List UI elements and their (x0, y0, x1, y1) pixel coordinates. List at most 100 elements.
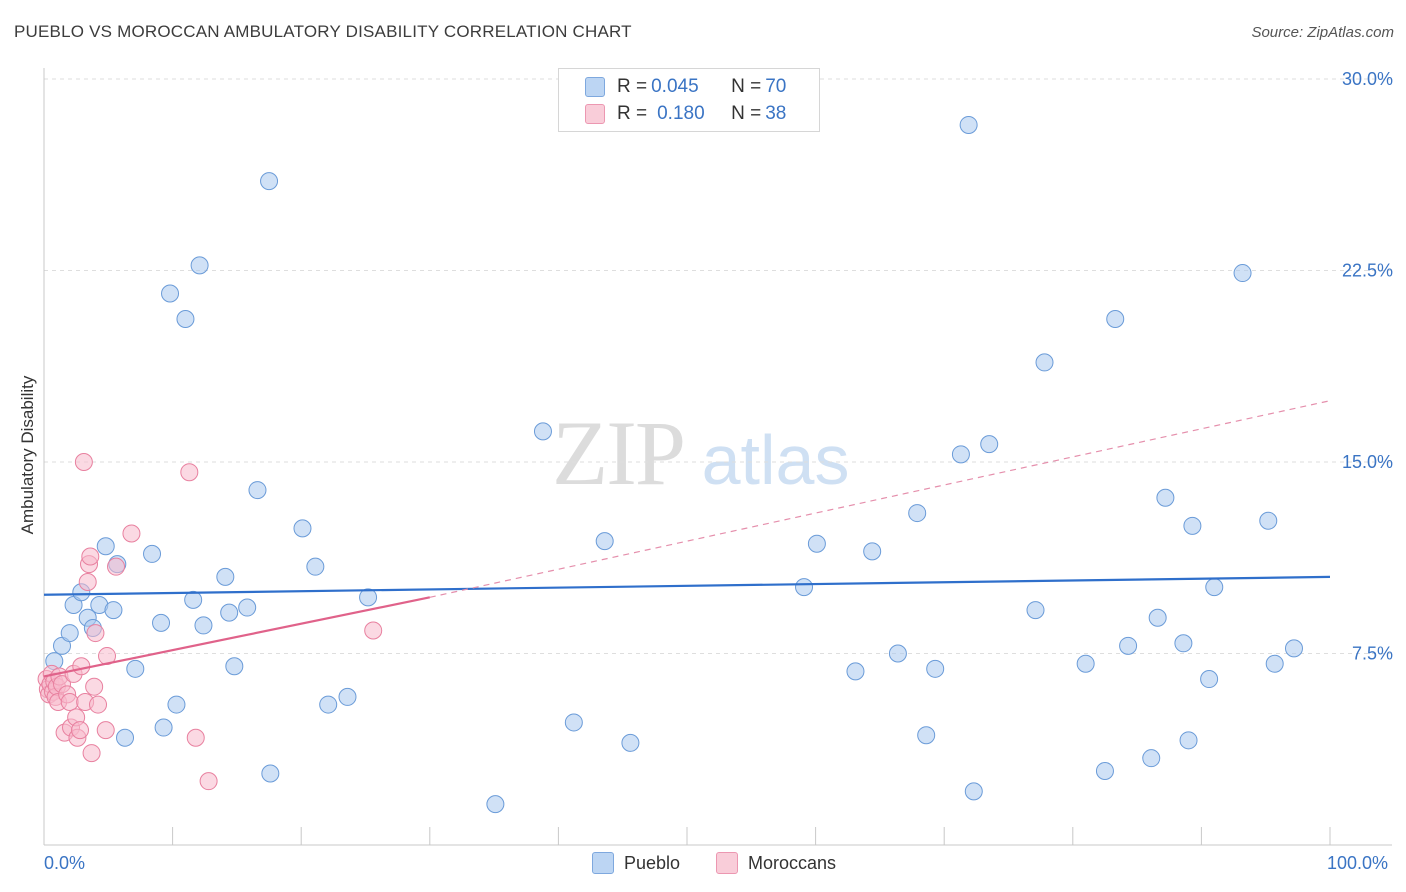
trend-line-extension (429, 400, 1331, 598)
data-point-moroccans (86, 624, 105, 643)
y-tick-label: 30.0% (1342, 69, 1393, 89)
data-point-pueblo (964, 782, 983, 801)
data-point-pueblo (238, 598, 257, 617)
data-point-pueblo (176, 310, 195, 329)
data-point-pueblo (152, 613, 171, 632)
data-point-pueblo (1095, 761, 1114, 780)
data-point-pueblo (1200, 670, 1219, 689)
data-point-pueblo (190, 256, 209, 275)
data-point-pueblo (126, 659, 145, 678)
watermark: ZIP atlas (552, 400, 849, 506)
legend-n-label: N = (731, 76, 762, 97)
correlation-legend: R = 0.045 N = 70 R = 0.180 N = 38 (558, 68, 820, 132)
data-point-pueblo (1233, 264, 1252, 283)
data-point-pueblo (260, 172, 279, 191)
data-point-moroccans (186, 728, 205, 747)
data-point-moroccans (199, 772, 218, 791)
data-point-pueblo (359, 588, 378, 607)
data-point-pueblo (248, 481, 267, 500)
data-point-pueblo (293, 519, 312, 538)
series-legend-label: Moroccans (748, 852, 837, 873)
data-point-pueblo (96, 537, 115, 556)
data-point-pueblo (60, 624, 79, 643)
x-tick-label-min: 0.0% (44, 853, 86, 873)
legend-swatch-pueblo (585, 77, 605, 97)
data-point-pueblo (154, 718, 173, 737)
data-point-pueblo (951, 445, 970, 464)
data-point-pueblo (1106, 310, 1125, 329)
series-swatch-pueblo (592, 852, 614, 874)
data-point-pueblo (959, 115, 978, 134)
series-legend-moroccans: Moroccans (716, 852, 836, 874)
data-point-pueblo (143, 544, 162, 563)
data-point-pueblo (1156, 488, 1175, 507)
data-point-pueblo (306, 557, 325, 576)
data-point-pueblo (807, 534, 826, 553)
chart-title: PUEBLO VS MOROCCAN AMBULATORY DISABILITY… (14, 22, 632, 41)
x-tick-label-max: 100.0% (1327, 853, 1389, 873)
legend-r-value: 0.180 (657, 103, 705, 124)
data-point-moroccans (96, 721, 115, 740)
data-point-pueblo (846, 662, 865, 681)
data-point-moroccans (74, 453, 93, 471)
data-point-pueblo (1148, 608, 1167, 627)
data-point-pueblo (167, 695, 186, 714)
data-point-pueblo (1205, 578, 1224, 597)
data-point-pueblo (319, 695, 338, 714)
series-legend-pueblo: Pueblo (592, 852, 680, 874)
legend-row-moroccans: R = 0.180 N = 38 (585, 102, 786, 126)
data-point-moroccans (89, 695, 108, 714)
legend-row-pueblo: R = 0.045 N = 70 (585, 75, 786, 99)
legend-r-value: 0.045 (651, 76, 699, 97)
watermark-zip: ZIP (552, 402, 683, 504)
series-legend-label: Pueblo (624, 852, 681, 873)
data-point-pueblo (104, 601, 123, 620)
trend-line-moroccans (43, 596, 431, 678)
y-tick-label: 7.5% (1352, 644, 1393, 664)
series-legend: Pueblo Moroccans (0, 852, 1406, 878)
legend-n-label: N = (731, 103, 762, 124)
data-point-pueblo (795, 578, 814, 597)
data-point-pueblo (1076, 654, 1095, 673)
data-point-pueblo (486, 795, 505, 814)
trend-line-pueblo (43, 575, 1331, 596)
data-point-moroccans (72, 657, 91, 676)
data-point-pueblo (980, 435, 999, 454)
data-point-moroccans (81, 547, 100, 566)
legend-swatch-moroccans (585, 104, 605, 124)
data-point-moroccans (122, 524, 141, 543)
legend-n-value: 38 (765, 103, 787, 124)
data-point-pueblo (1183, 516, 1202, 535)
y-tick-label: 22.5% (1342, 261, 1393, 281)
data-point-pueblo (1179, 731, 1198, 750)
data-point-pueblo (1259, 511, 1278, 530)
source-label: Source: ZipAtlas.com (1251, 24, 1394, 41)
data-point-pueblo (888, 644, 907, 663)
legend-r-label: R = (617, 103, 648, 124)
data-point-pueblo (261, 764, 280, 783)
data-point-pueblo (194, 616, 213, 635)
series-swatch-moroccans (716, 852, 738, 874)
data-point-moroccans (364, 621, 383, 640)
data-point-pueblo (184, 590, 203, 609)
data-point-pueblo (1119, 636, 1138, 655)
data-point-pueblo (1174, 634, 1193, 653)
data-point-pueblo (1284, 639, 1303, 658)
watermark-atlas: atlas (701, 421, 850, 499)
data-point-pueblo (161, 284, 180, 303)
data-point-pueblo (225, 657, 244, 676)
data-point-moroccans (82, 744, 101, 763)
data-point-pueblo (564, 713, 583, 732)
data-point-moroccans (60, 693, 79, 712)
legend-n-value: 70 (765, 76, 787, 97)
data-point-moroccans (78, 573, 97, 592)
data-point-pueblo (220, 603, 239, 622)
data-point-pueblo (1026, 601, 1045, 620)
data-point-pueblo (216, 567, 235, 586)
data-point-pueblo (621, 733, 640, 752)
data-point-pueblo (1035, 353, 1054, 372)
data-point-pueblo (116, 728, 135, 747)
data-point-moroccans (180, 463, 199, 482)
legend-r-label: R = (617, 76, 648, 97)
